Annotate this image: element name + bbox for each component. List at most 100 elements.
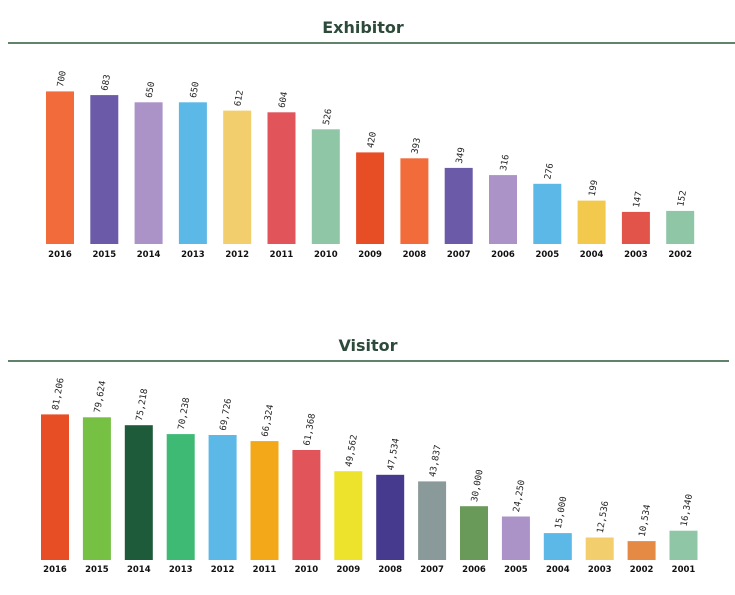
visitor-data-label: 61,368 [303,413,318,447]
visitor-tick-label: 2005 [504,565,528,575]
exhibitor-bar-2009 [356,152,385,244]
visitor-chart-title: Visitor [338,336,397,355]
visitor-tick-label: 2016 [43,565,67,575]
visitor-bar-2009 [334,471,363,560]
visitor-bar-2005 [501,516,530,560]
visitor-tick-label: 2003 [588,565,612,575]
exhibitor-tick-label: 2007 [447,250,471,260]
visitor-tick-label: 2013 [169,565,193,575]
visitor-bar-2006 [460,506,488,560]
visitor-tick-label: 2008 [378,565,402,575]
exhibitor-tick-labels: 2016 2015 2014 2013 2012 2011 2010 2009 2008 2007… [48,250,692,260]
exhibitor-bar-2013 [178,102,207,244]
visitor-tick-label: 2007 [420,565,444,575]
exhibitor-data-labels: 700 683 650 650 612 604 526 420 393 349 316 276 199 1… [56,70,689,208]
visitor-data-label: 81,206 [51,377,66,411]
visitor-tick-labels: 2016 2015 2014 2013 2012 2011 2010 2009 2008 2007… [43,565,695,575]
exhibitor-data-label: 700 [56,70,69,88]
visitor-bar-2001 [669,530,698,560]
exhibitor-tick-label: 2013 [181,250,205,260]
visitor-bar-2014 [124,425,153,560]
exhibitor-bar-2010 [311,129,340,244]
visitor-tick-label: 2002 [630,565,654,575]
visitor-data-label: 24,250 [512,479,527,513]
visitor-data-label: 15,000 [554,496,569,530]
visitor-bar-2002 [627,541,656,560]
visitor-tick-label: 2009 [336,565,360,575]
visitor-tick-label: 2015 [85,565,109,575]
exhibitor-bar-2008 [400,158,429,244]
exhibitor-bars [46,91,695,245]
visitor-bar-2007 [418,481,447,560]
visitor-data-label: 66,324 [261,404,276,438]
exhibitor-tick-label: 2012 [225,250,249,260]
exhibitor-chart-title: Exhibitor [322,18,404,37]
exhibitor-bar-2006 [489,175,517,244]
exhibitor-tick-label: 2010 [314,250,338,260]
visitor-data-label: 16,340 [680,493,695,527]
exhibitor-tick-label: 2005 [535,250,559,260]
exhibitor-tick-label: 2015 [92,250,116,260]
exhibitor-bar-2007 [444,167,473,244]
exhibitor-data-label: 349 [455,147,468,165]
exhibitor-bar-2011 [267,112,296,244]
exhibitor-tick-label: 2016 [48,250,72,260]
visitor-chart: Visitor 81,206 79,624 75,218 70,238 69,726 66… [8,336,729,575]
visitor-tick-label: 2014 [127,565,151,575]
exhibitor-tick-label: 2006 [491,250,515,260]
exhibitor-bar-2002 [666,210,695,244]
exhibitor-data-label: 650 [145,81,158,99]
exhibitor-chart: Exhibitor 700 683 650 650 612 604 526 420 393 349… [8,18,735,260]
visitor-bar-2004 [543,533,572,560]
exhibitor-data-label: 276 [543,163,556,181]
exhibitor-data-label: 199 [588,179,601,197]
exhibitor-bar-2003 [621,211,650,244]
visitor-data-label: 30,000 [470,469,485,503]
visitor-data-label: 10,534 [638,504,653,538]
visitor-bar-2013 [166,434,195,560]
visitor-bars [41,414,698,560]
exhibitor-data-label: 612 [233,89,246,107]
exhibitor-data-label: 604 [278,91,291,109]
visitor-data-label: 75,218 [135,388,150,422]
visitor-tick-label: 2004 [546,565,570,575]
visitor-tick-label: 2010 [295,565,319,575]
exhibitor-tick-label: 2004 [580,250,604,260]
visitor-data-label: 47,534 [386,438,401,472]
visitor-bar-2003 [585,537,614,560]
visitor-bar-2015 [82,417,111,560]
visitor-data-label: 79,624 [93,380,108,414]
visitor-tick-label: 2012 [211,565,235,575]
exhibitor-tick-label: 2003 [624,250,648,260]
exhibitor-data-label: 526 [322,108,335,126]
exhibitor-bar-2004 [577,200,606,244]
exhibitor-bar-2005 [533,183,562,244]
exhibitor-bar-2014 [134,102,163,244]
visitor-bar-2011 [250,441,279,560]
visitor-bar-2016 [41,414,69,560]
visitor-tick-label: 2001 [672,565,696,575]
visitor-bar-2012 [208,435,237,560]
exhibitor-data-label: 420 [366,131,379,149]
visitor-data-label: 70,238 [177,397,192,431]
exhibitor-bar-2012 [223,110,252,244]
exhibitor-bar-2015 [90,95,119,244]
exhibitor-tick-label: 2009 [358,250,382,260]
visitor-bar-2010 [292,450,321,560]
exhibitor-tick-label: 2008 [403,250,427,260]
visitor-data-label: 49,562 [344,434,359,468]
exhibitor-data-label: 650 [189,81,202,99]
visitor-bar-2008 [376,474,405,560]
exhibitor-data-label: 316 [499,154,512,172]
visitor-tick-label: 2006 [462,565,486,575]
exhibitor-data-label: 683 [100,74,113,92]
exhibitor-tick-label: 2014 [137,250,161,260]
visitor-data-label: 12,536 [596,500,611,534]
visitor-tick-label: 2011 [253,565,277,575]
visitor-data-label: 43,837 [428,444,443,478]
exhibitor-tick-label: 2011 [270,250,294,260]
visitor-data-label: 69,726 [219,398,234,432]
exhibitor-data-label: 147 [632,191,645,209]
